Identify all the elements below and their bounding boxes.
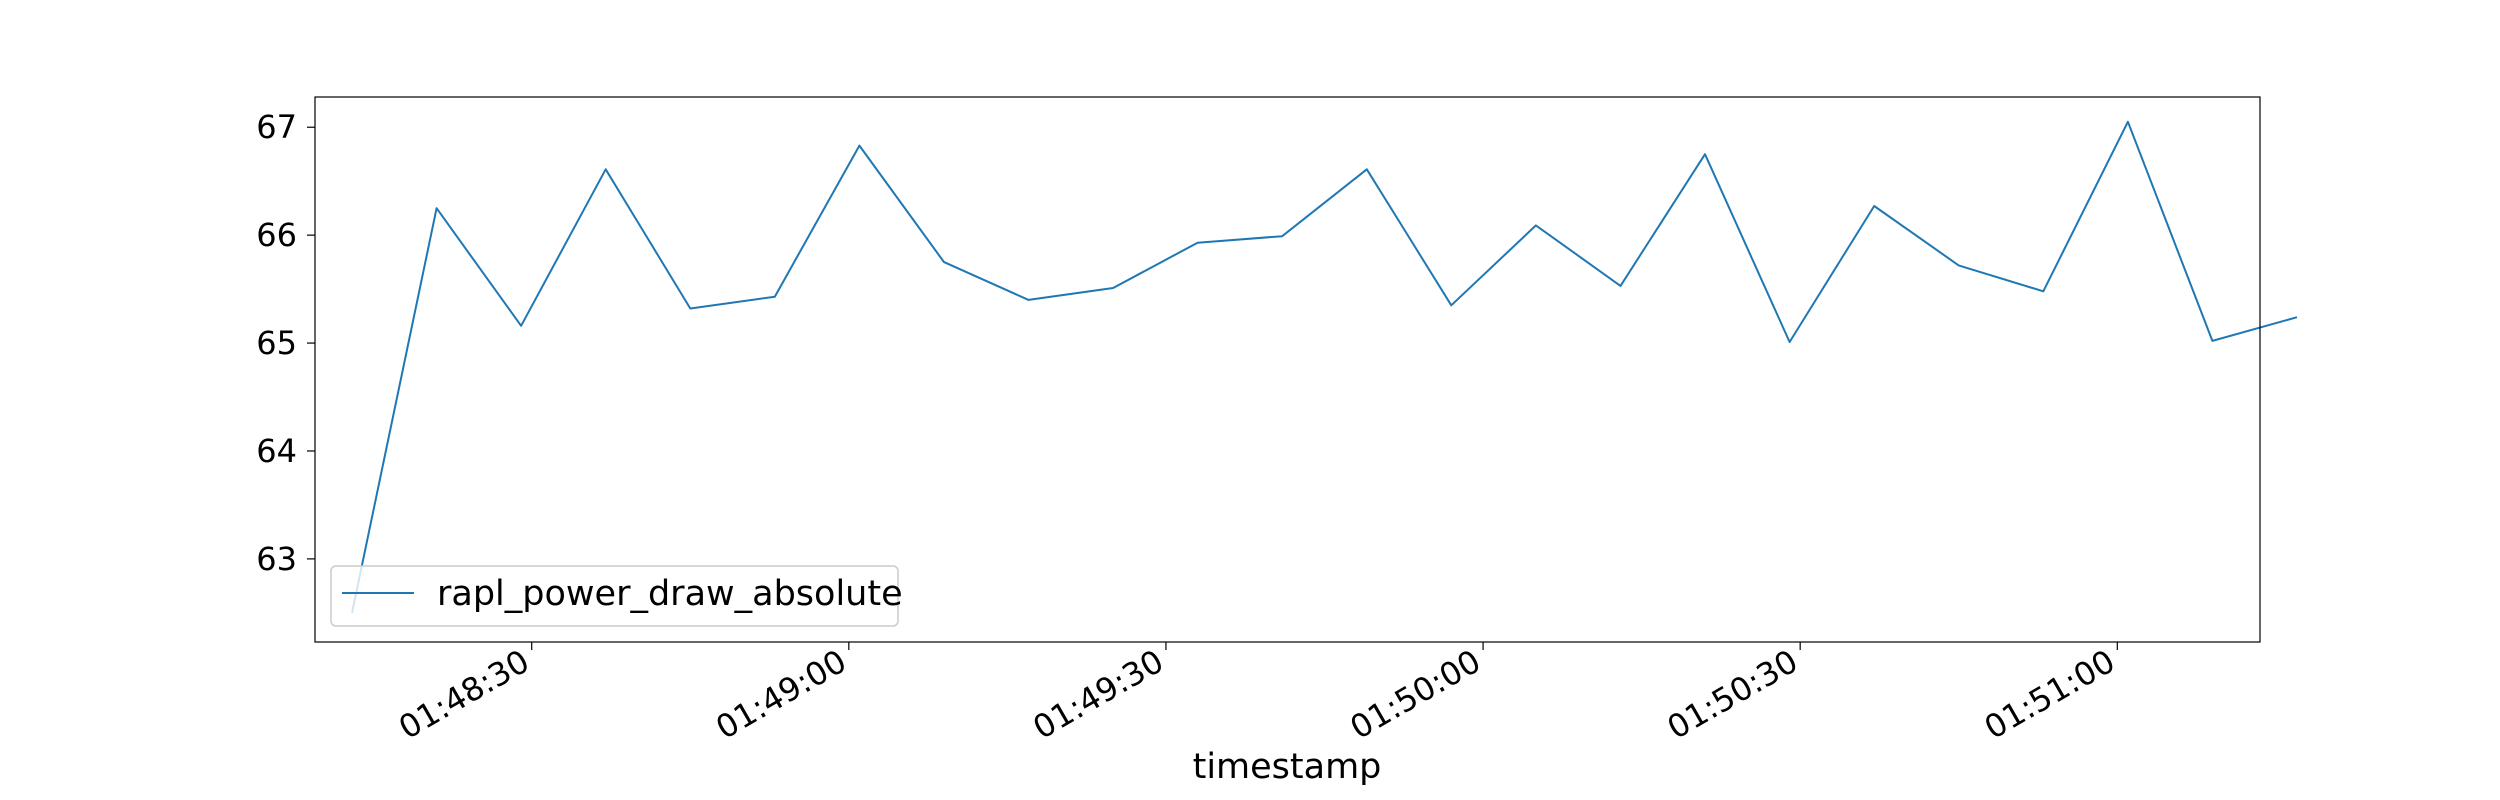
legend-label: rapl_power_draw_absolute <box>437 574 903 614</box>
plot-frame <box>314 96 2261 643</box>
legend: rapl_power_draw_absolute <box>330 565 903 627</box>
x-tick-label: 01:50:30 <box>1661 642 1804 747</box>
y-tick-label: 66 <box>256 216 297 254</box>
y-axis: 63 64 65 66 67 <box>256 108 315 578</box>
x-tick-label: 01:50:00 <box>1344 642 1487 747</box>
plot-area <box>315 97 2260 642</box>
x-tick-label: 01:51:00 <box>1978 642 2121 747</box>
x-tick-label: 01:48:30 <box>392 642 535 747</box>
series-lines <box>351 120 2298 614</box>
legend-box <box>330 565 899 627</box>
x-tick-label: 01:49:30 <box>1026 642 1169 747</box>
x-axis: 01:48:30 01:49:00 01:49:30 01:50:00 01:50:30… <box>392 642 2121 747</box>
y-tick-label: 64 <box>256 432 297 470</box>
x-tick-label: 01:49:00 <box>709 642 852 747</box>
y-tick-label: 63 <box>256 540 297 578</box>
x-axis-label: timestamp <box>1193 747 1382 787</box>
y-tick-label: 67 <box>256 108 297 146</box>
y-tick-label: 65 <box>256 324 297 362</box>
series-line <box>351 120 2298 614</box>
